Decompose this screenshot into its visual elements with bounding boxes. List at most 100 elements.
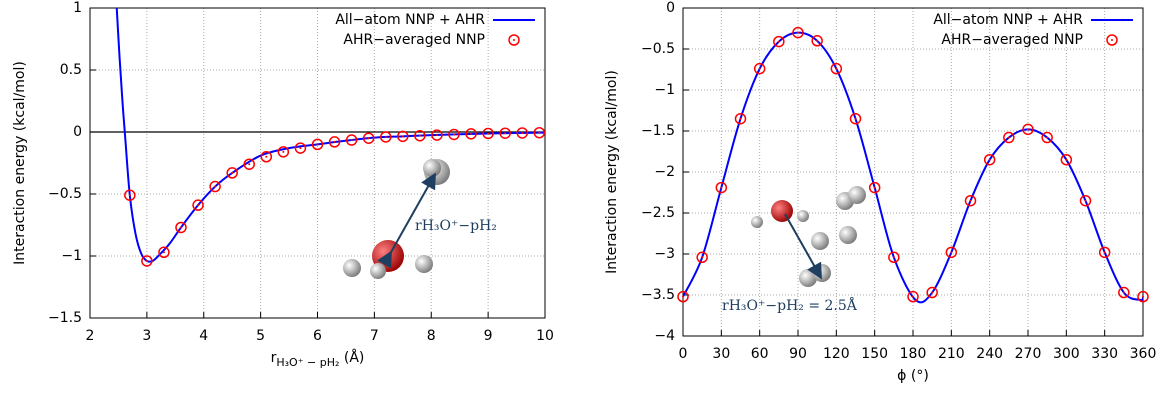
point-dot: [912, 295, 914, 298]
x-tick-label: 150: [861, 346, 888, 362]
data-point: [533, 126, 546, 139]
point-dot: [931, 291, 934, 294]
x-tick-label: 2: [86, 328, 95, 344]
legend-swatch: [508, 34, 520, 46]
y-tick-label: 0: [73, 124, 82, 140]
point-dot: [231, 171, 234, 174]
data-point: [414, 129, 426, 142]
legend-label: AHR−averaged NNP: [343, 32, 485, 48]
point-dot: [797, 31, 799, 34]
plot-frame: [89, 7, 546, 319]
data-point: [1137, 290, 1149, 303]
point-dot: [504, 132, 507, 135]
data-point: [482, 127, 494, 140]
point-dot: [816, 39, 819, 42]
point-dot: [470, 132, 473, 135]
x-tick-label: 90: [789, 346, 807, 362]
y-tick-label: −0.5: [48, 186, 82, 202]
point-dot: [367, 137, 370, 140]
point-dot: [299, 147, 302, 150]
data-point: [226, 167, 238, 179]
x-tick-label: 3: [142, 328, 151, 344]
point-dot: [214, 185, 217, 188]
point-dot: [892, 256, 895, 259]
legend-dot: [513, 39, 515, 41]
data-point: [175, 221, 187, 234]
point-dot: [854, 117, 857, 120]
point-dot: [988, 158, 991, 161]
point-dot: [682, 295, 684, 298]
data-point: [715, 181, 728, 194]
x-tick-label: 0: [679, 346, 688, 362]
data-point: [328, 136, 341, 148]
point-dot: [401, 135, 404, 138]
point-dot: [418, 134, 421, 137]
point-dot: [384, 135, 387, 138]
x-tick-label: 240: [976, 346, 1003, 362]
data-point: [792, 26, 804, 39]
point-dot: [950, 251, 953, 254]
data-point: [677, 290, 689, 303]
point-dot: [248, 163, 251, 166]
x-tick-label: 180: [900, 346, 927, 362]
data-point: [830, 62, 843, 75]
x-tick-label: 330: [1091, 346, 1118, 362]
x-axis-label: ϕ (°): [897, 368, 929, 384]
data-point: [734, 112, 747, 125]
data-point: [345, 134, 358, 146]
data-point: [141, 255, 153, 267]
point-dot: [316, 143, 319, 146]
y-tick-label: 0: [666, 0, 675, 16]
y-tick-label: 0.5: [60, 62, 82, 78]
x-tick-label: 300: [1053, 346, 1080, 362]
y-tick-label: −1.5: [641, 123, 675, 139]
y-axis-label: Interaction energy (kcal/mol): [604, 70, 620, 274]
point-dot: [1046, 136, 1049, 139]
x-label-sub: H₃O⁺ − pH₂: [276, 356, 339, 369]
data-point: [773, 35, 785, 48]
x-tick-label: 60: [751, 346, 769, 362]
data-point: [243, 158, 255, 170]
point-dot: [739, 117, 742, 120]
point-dot: [145, 259, 148, 262]
x-tick-label: 30: [712, 346, 730, 362]
x-label-base: ϕ: [897, 368, 906, 384]
x-tick-label: 360: [1130, 346, 1157, 362]
molecule-right: [751, 186, 866, 287]
data-point: [1022, 123, 1034, 136]
point-dot: [701, 256, 704, 259]
point-dot: [128, 194, 131, 197]
data-point: [1041, 131, 1053, 144]
y-tick-label: −3: [654, 246, 675, 262]
data-point: [311, 138, 324, 151]
data-point: [696, 251, 708, 264]
x-label-base: r: [271, 350, 277, 366]
data-point: [907, 290, 919, 303]
point-dot: [282, 150, 285, 153]
point-dot: [1122, 291, 1125, 294]
y-tick-label: −1: [654, 82, 675, 98]
molecule-left: [343, 159, 450, 279]
data-point: [811, 35, 823, 47]
x-tick-label: 7: [370, 328, 379, 344]
point-dot: [180, 226, 182, 229]
data-point: [964, 194, 977, 207]
data-point: [158, 246, 170, 259]
point-dot: [969, 199, 972, 202]
annotation: rH₃O⁺−pH₂: [415, 218, 497, 234]
x-tick-label: 270: [1015, 346, 1042, 362]
data-point: [499, 127, 511, 139]
legend-label: All−atom NNP + AHR: [335, 12, 485, 28]
x-tick-label: 8: [427, 328, 436, 344]
point-dot: [720, 186, 723, 189]
data-point: [888, 251, 900, 264]
y-tick-label: −2: [654, 164, 675, 180]
data-point: [124, 189, 136, 201]
point-dot: [521, 131, 524, 134]
line-series: [115, 8, 545, 263]
y-tick-label: −4: [654, 328, 675, 344]
point-dot: [1084, 199, 1087, 202]
data-point: [397, 130, 409, 143]
y-tick-label: −2.5: [641, 205, 675, 221]
